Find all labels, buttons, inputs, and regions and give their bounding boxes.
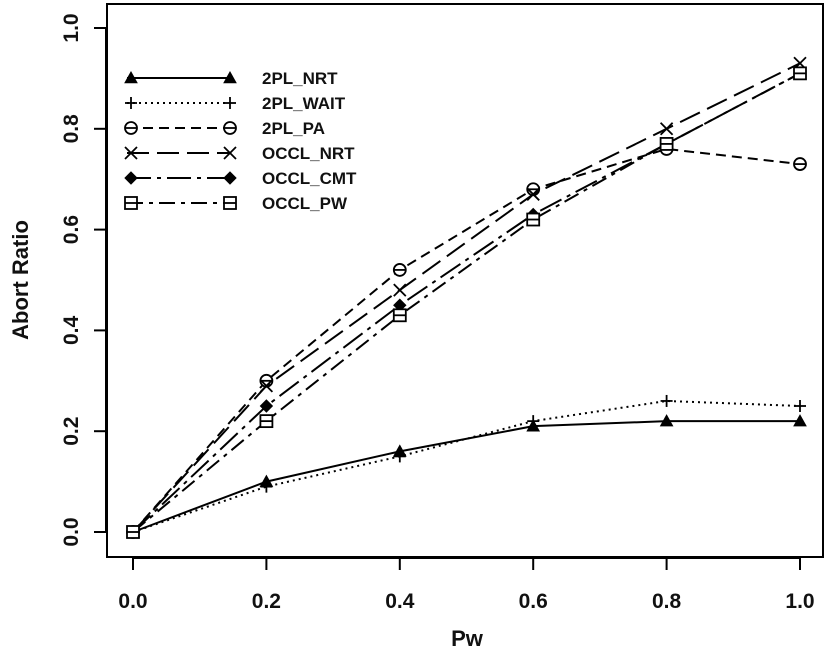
y-tick-label: 0.0 <box>60 517 83 546</box>
y-axis-label: Abort Ratio <box>8 220 33 340</box>
x-tick-label: 0.4 <box>385 590 415 613</box>
data-point-2pl-pa <box>793 157 807 171</box>
series-line-occl-nrt <box>132 62 801 533</box>
legend-item-2pl-wait: 2PL_WAIT <box>125 94 346 113</box>
data-point-occl-pw <box>659 137 674 151</box>
legend-item-occl-pw: OCCL_PW <box>124 194 348 213</box>
legend-label: OCCL_PW <box>262 194 348 213</box>
y-tick-label: 0.6 <box>60 215 83 244</box>
legend-item-2pl-pa: 2PL_PA <box>124 119 325 138</box>
data-point-2pl-wait <box>260 480 273 493</box>
data-point-occl-pw <box>526 212 541 227</box>
legend-label: 2PL_PA <box>262 119 325 138</box>
legend-marker <box>223 171 237 185</box>
data-point-2pl-pa <box>392 263 407 277</box>
legend-label: 2PL_NRT <box>262 69 338 88</box>
data-point-occl-nrt <box>659 122 674 136</box>
y-tick-label: 0.4 <box>60 315 83 345</box>
y-axis: 0.0 0.2 0.4 0.6 0.8 1.0 <box>60 13 107 547</box>
legend-marker <box>124 121 138 135</box>
y-tick-label: 0.2 <box>60 417 83 446</box>
data-point-2pl-wait <box>393 450 406 463</box>
x-tick-label: 1.0 <box>785 590 814 613</box>
legend-marker <box>224 97 236 109</box>
legend-item-occl-nrt: OCCL_NRT <box>124 144 355 163</box>
series-line-2pl-nrt <box>132 420 800 533</box>
series-group <box>126 56 807 539</box>
data-point-2pl-wait <box>660 394 673 407</box>
legend-label: OCCL_NRT <box>262 144 355 163</box>
data-point-occl-pw <box>259 414 274 429</box>
legend-marker <box>223 146 237 160</box>
x-tick-label: 0.6 <box>519 590 548 613</box>
series-line-2pl-pa <box>132 147 801 533</box>
data-point-2pl-nrt <box>659 414 674 427</box>
data-point-occl-pw <box>126 525 140 539</box>
legend-marker <box>124 70 138 84</box>
data-point-2pl-nrt <box>793 414 807 427</box>
legend-marker <box>223 70 237 84</box>
y-tick-label: 1.0 <box>60 13 83 42</box>
legend-marker <box>223 196 237 210</box>
series-line-occl-pw <box>132 72 801 533</box>
legend-marker <box>124 196 138 210</box>
legend-marker <box>124 146 138 160</box>
x-axis: 0.0 0.2 0.4 0.6 0.8 1.0 <box>118 557 815 613</box>
data-point-occl-pw <box>392 308 407 323</box>
x-axis-label: Pw <box>451 626 484 651</box>
legend-marker <box>125 97 137 109</box>
legend-item-2pl-nrt: 2PL_NRT <box>124 69 338 88</box>
legend: 2PL_NRT 2PL_WAIT 2PL_PA OCCL_NRT OCCL_CMT OCC… <box>124 69 357 213</box>
x-tick-label: 0.8 <box>652 590 682 613</box>
data-point-occl-nrt <box>259 379 274 393</box>
data-point-occl-nrt <box>526 187 540 201</box>
x-tick-label: 0.0 <box>118 590 147 613</box>
legend-label: OCCL_CMT <box>262 169 357 188</box>
data-point-occl-nrt <box>393 283 407 297</box>
legend-label: 2PL_WAIT <box>262 94 346 113</box>
data-point-2pl-wait <box>794 400 806 412</box>
series-occl-pw <box>126 66 807 539</box>
data-point-2pl-wait <box>527 415 540 428</box>
data-point-occl-cmt <box>259 399 274 413</box>
legend-marker <box>124 171 138 185</box>
x-tick-label: 0.2 <box>252 590 281 613</box>
legend-item-occl-cmt: OCCL_CMT <box>124 169 357 188</box>
y-tick-label: 0.8 <box>60 114 83 144</box>
legend-marker <box>223 121 237 135</box>
data-point-occl-pw <box>793 66 807 81</box>
